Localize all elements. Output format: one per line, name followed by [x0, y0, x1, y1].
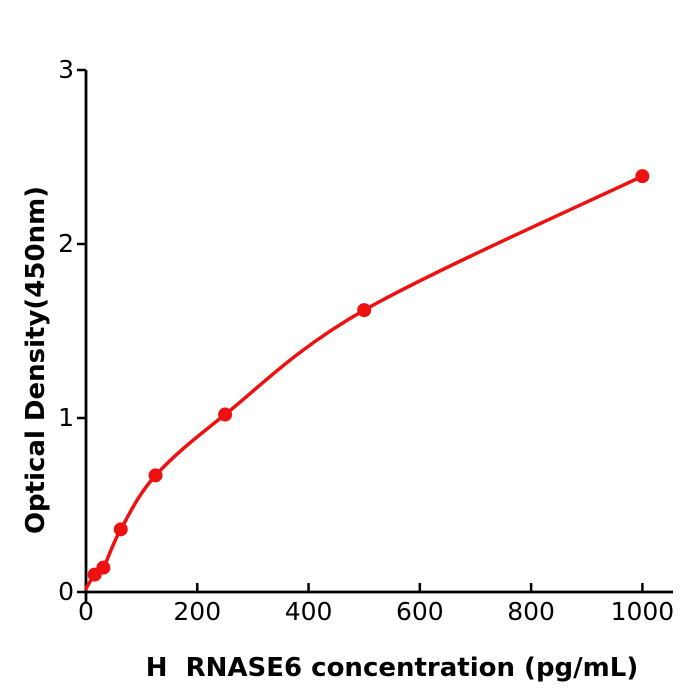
x-tick-label: 0 [78, 597, 94, 626]
y-axis-ticks [77, 68, 86, 594]
x-tick-label: 800 [507, 597, 555, 626]
x-tick-label: 400 [285, 597, 333, 626]
y-tick-label: 3 [58, 55, 74, 84]
x-tick-label: 200 [173, 597, 221, 626]
y-axis-title: Optical Density(450nm) [21, 186, 51, 534]
data-point-marker [218, 407, 233, 422]
y-axis-tick-labels: 0 1 2 3 [58, 55, 74, 606]
x-axis-tick-labels: 0 200 400 600 800 1000 [78, 597, 674, 626]
data-point-marker [113, 522, 128, 537]
y-tick-label: 2 [58, 229, 74, 258]
data-point-marker [148, 468, 163, 483]
data-point-marker [635, 169, 650, 184]
data-point-marker [96, 560, 111, 575]
x-axis-title: H RNASE6 concentration (pg/mL) [146, 653, 638, 683]
y-tick-label: 0 [58, 577, 74, 606]
standard-curve-line [84, 174, 645, 591]
data-point-markers [87, 169, 650, 582]
x-tick-label: 1000 [611, 597, 675, 626]
x-tick-label: 600 [396, 597, 444, 626]
data-point-marker [357, 303, 372, 318]
y-tick-label: 1 [58, 403, 74, 432]
